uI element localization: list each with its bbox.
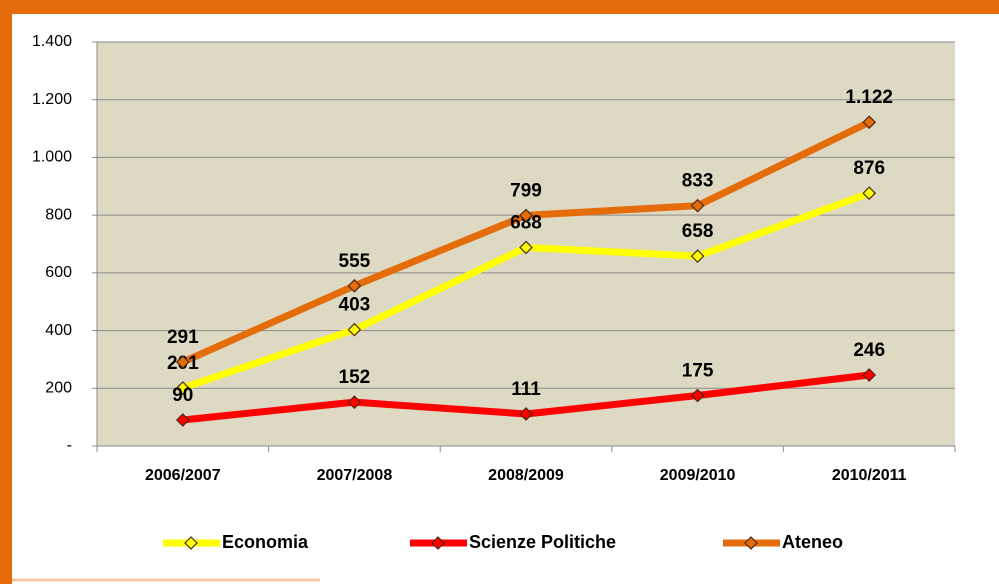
point-marker	[690, 249, 705, 263]
data-label: 90	[172, 385, 193, 406]
point-marker	[175, 381, 190, 395]
data-label: 175	[682, 361, 714, 382]
point-marker	[519, 407, 533, 421]
x-tick-label: 2007/2008	[317, 467, 393, 484]
frame-left	[0, 0, 12, 584]
legend-label: Scienze Politiche	[469, 532, 616, 552]
data-label: 555	[339, 251, 371, 272]
legend-marker	[431, 536, 445, 550]
point-marker	[175, 413, 190, 427]
y-tick-label: 400	[45, 322, 72, 339]
point-marker	[347, 395, 362, 409]
y-tick-label: 1.200	[32, 91, 72, 108]
x-tick-label: 2010/2011	[832, 467, 907, 484]
point-marker	[347, 278, 362, 293]
point-marker	[690, 388, 705, 403]
point-marker	[862, 186, 877, 201]
y-tick-label: 800	[45, 206, 72, 223]
legend-marker	[184, 536, 198, 550]
data-label: 291	[167, 327, 199, 348]
frame-top	[0, 0, 999, 14]
y-tick-label: 200	[45, 380, 72, 397]
point-marker	[519, 240, 533, 255]
data-label: 152	[339, 367, 371, 388]
y-tick-label: 600	[45, 264, 72, 281]
y-tick-label: 1.400	[32, 33, 72, 50]
data-label: 876	[853, 158, 885, 179]
point-marker	[862, 368, 877, 382]
x-tick-label: 2006/2007	[145, 467, 221, 484]
legend-label: Ateneo	[782, 532, 843, 552]
data-label: 799	[510, 180, 542, 201]
point-marker	[862, 115, 877, 130]
data-label: 403	[339, 295, 371, 316]
y-tick-label: -	[67, 437, 72, 454]
data-label: 111	[511, 379, 541, 400]
data-label: 246	[853, 340, 885, 361]
point-marker	[175, 355, 190, 369]
x-tick-label: 2008/2009	[488, 467, 564, 484]
data-label: 1.122	[845, 87, 893, 108]
x-tick-label: 2009/2010	[660, 467, 736, 484]
point-marker	[690, 198, 705, 213]
y-tick-label: 1.000	[32, 149, 72, 166]
legend-label: Economia	[222, 532, 309, 552]
point-marker	[347, 322, 362, 337]
point-marker	[519, 208, 533, 223]
legend-marker	[744, 536, 758, 550]
data-label: 688	[510, 212, 542, 233]
data-label: 833	[682, 171, 714, 192]
data-label: 658	[682, 221, 714, 242]
